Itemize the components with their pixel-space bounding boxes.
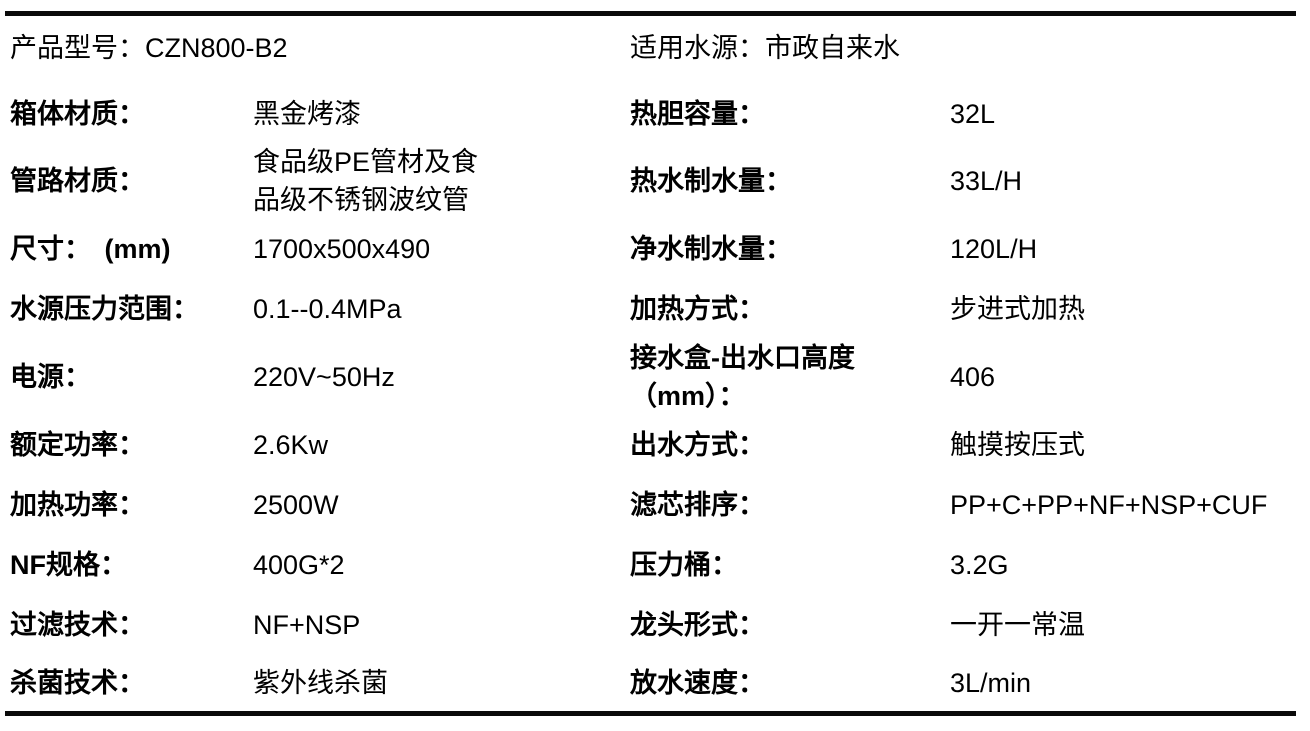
spec-label-pure-water-rate: 净水制水量： <box>630 234 792 264</box>
spec-value-filtration-tech: NF+NSP <box>253 610 361 640</box>
spec-value-faucet-type: 一开一常温 <box>950 610 1085 640</box>
spec-value-pipe-material: 食品级PE管材及食 品级不锈钢波纹管 <box>253 147 479 215</box>
spec-label-rated-power: 额定功率： <box>10 430 145 460</box>
spec-label-dispense-method: 出水方式： <box>630 430 765 460</box>
spec-label-pressure-range: 水源压力范围： <box>10 294 199 324</box>
spec-label-cabinet-material: 箱体材质： <box>10 99 145 129</box>
spec-value-pressure-range: 0.1--0.4MPa <box>253 294 402 324</box>
spec-value-outlet-height: 406 <box>950 362 996 392</box>
spec-value-cabinet-material: 黑金烤漆 <box>253 99 361 129</box>
spec-value-power-supply: 220V~50Hz <box>253 362 395 392</box>
spec-value-heating-power: 2500W <box>253 490 339 520</box>
spec-label-pressure-tank: 压力桶： <box>630 550 738 580</box>
spec-value-dispense-method: 触摸按压式 <box>950 430 1085 460</box>
spec-label-filtration-tech: 过滤技术： <box>10 610 145 640</box>
spec-value-sterilization-tech: 紫外线杀菌 <box>253 668 388 698</box>
spec-value-rated-power: 2.6Kw <box>253 430 329 460</box>
water-source-value: 市政自来水 <box>765 33 900 63</box>
product-model-value: CZN800-B2 <box>145 33 288 63</box>
spec-label-heating-method: 加热方式： <box>630 294 765 324</box>
spec-value-dimensions: 1700x500x490 <box>253 234 431 264</box>
spec-value-flow-speed: 3L/min <box>950 668 1032 698</box>
spec-value-pressure-tank: 3.2G <box>950 550 1009 580</box>
spec-label-outlet-height: 接水盒-出水口高度 （mm）： <box>630 343 855 411</box>
spec-value-hot-water-rate: 33L/H <box>950 166 1023 196</box>
spec-label-filter-order: 滤芯排序： <box>630 490 765 520</box>
header-row: 产品型号：CZN800-B2 适用水源：市政自来水 <box>0 28 1310 68</box>
spec-label-sterilization-tech: 杀菌技术： <box>10 668 145 698</box>
spec-value-heating-method: 步进式加热 <box>950 294 1085 324</box>
water-source: 适用水源：市政自来水 <box>630 28 900 68</box>
spec-label-nf-spec: NF规格： <box>10 550 127 580</box>
bottom-rule <box>5 711 1296 716</box>
spec-label-pipe-material: 管路材质： <box>10 166 145 196</box>
spec-value-nf-spec: 400G*2 <box>253 550 345 580</box>
top-rule <box>5 11 1296 16</box>
water-source-label: 适用水源： <box>630 33 765 63</box>
product-model: 产品型号：CZN800-B2 <box>10 28 288 68</box>
spec-grid: 箱体材质： 黑金烤漆 热胆容量： 32L 管路材质： 食品级PE管材及食 品级不… <box>0 85 1310 711</box>
spec-label-faucet-type: 龙头形式： <box>630 610 765 640</box>
spec-value-pure-water-rate: 120L/H <box>950 234 1038 264</box>
product-model-label: 产品型号： <box>10 33 145 63</box>
spec-value-tank-capacity: 32L <box>950 99 996 129</box>
spec-label-heating-power: 加热功率： <box>10 490 145 520</box>
spec-label-flow-speed: 放水速度： <box>630 668 765 698</box>
spec-label-power-supply: 电源： <box>10 362 91 392</box>
spec-label-tank-capacity: 热胆容量： <box>630 99 765 129</box>
spec-label-dimensions: 尺寸： (mm) <box>10 234 171 264</box>
spec-label-hot-water-rate: 热水制水量： <box>630 166 792 196</box>
spec-value-filter-order: PP+C+PP+NF+NSP+CUF <box>950 490 1268 520</box>
